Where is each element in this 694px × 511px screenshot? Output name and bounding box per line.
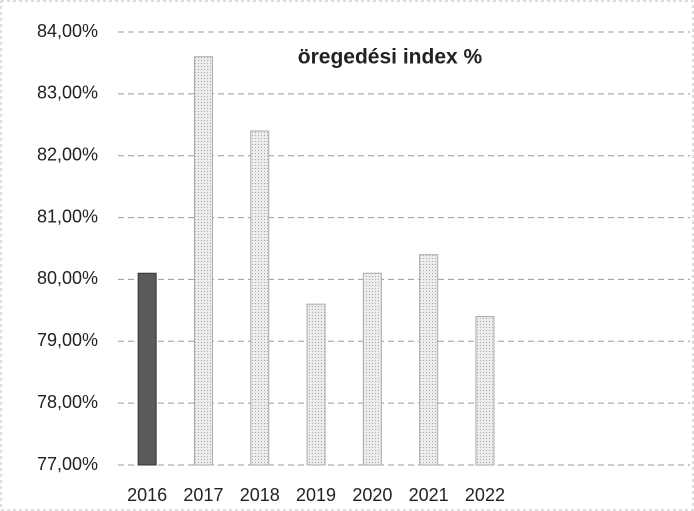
x-tick-label: 2021 [409,485,449,505]
bar [362,272,382,466]
x-tick-label: 2018 [240,485,280,505]
bar [306,303,326,466]
x-tick-label: 2016 [127,485,167,505]
y-tick-label: 83,00% [37,83,98,103]
chart-title: öregedési index % [298,46,483,69]
y-tick-label: 78,00% [37,392,98,412]
x-tick-label: 2020 [352,485,392,505]
y-tick-label: 79,00% [37,330,98,350]
bar [137,272,157,466]
y-tick-label: 77,00% [37,454,98,474]
bar [475,316,495,466]
x-tick-label: 2019 [296,485,336,505]
x-tick-label: 2017 [183,485,223,505]
y-tick-label: 84,00% [37,21,98,41]
x-tick-label: 2022 [465,485,505,505]
bar [419,254,439,466]
y-tick-label: 80,00% [37,268,98,288]
y-tick-label: 81,00% [37,206,98,226]
bar [250,130,270,466]
y-tick-label: 82,00% [37,144,98,164]
bar [193,56,213,466]
